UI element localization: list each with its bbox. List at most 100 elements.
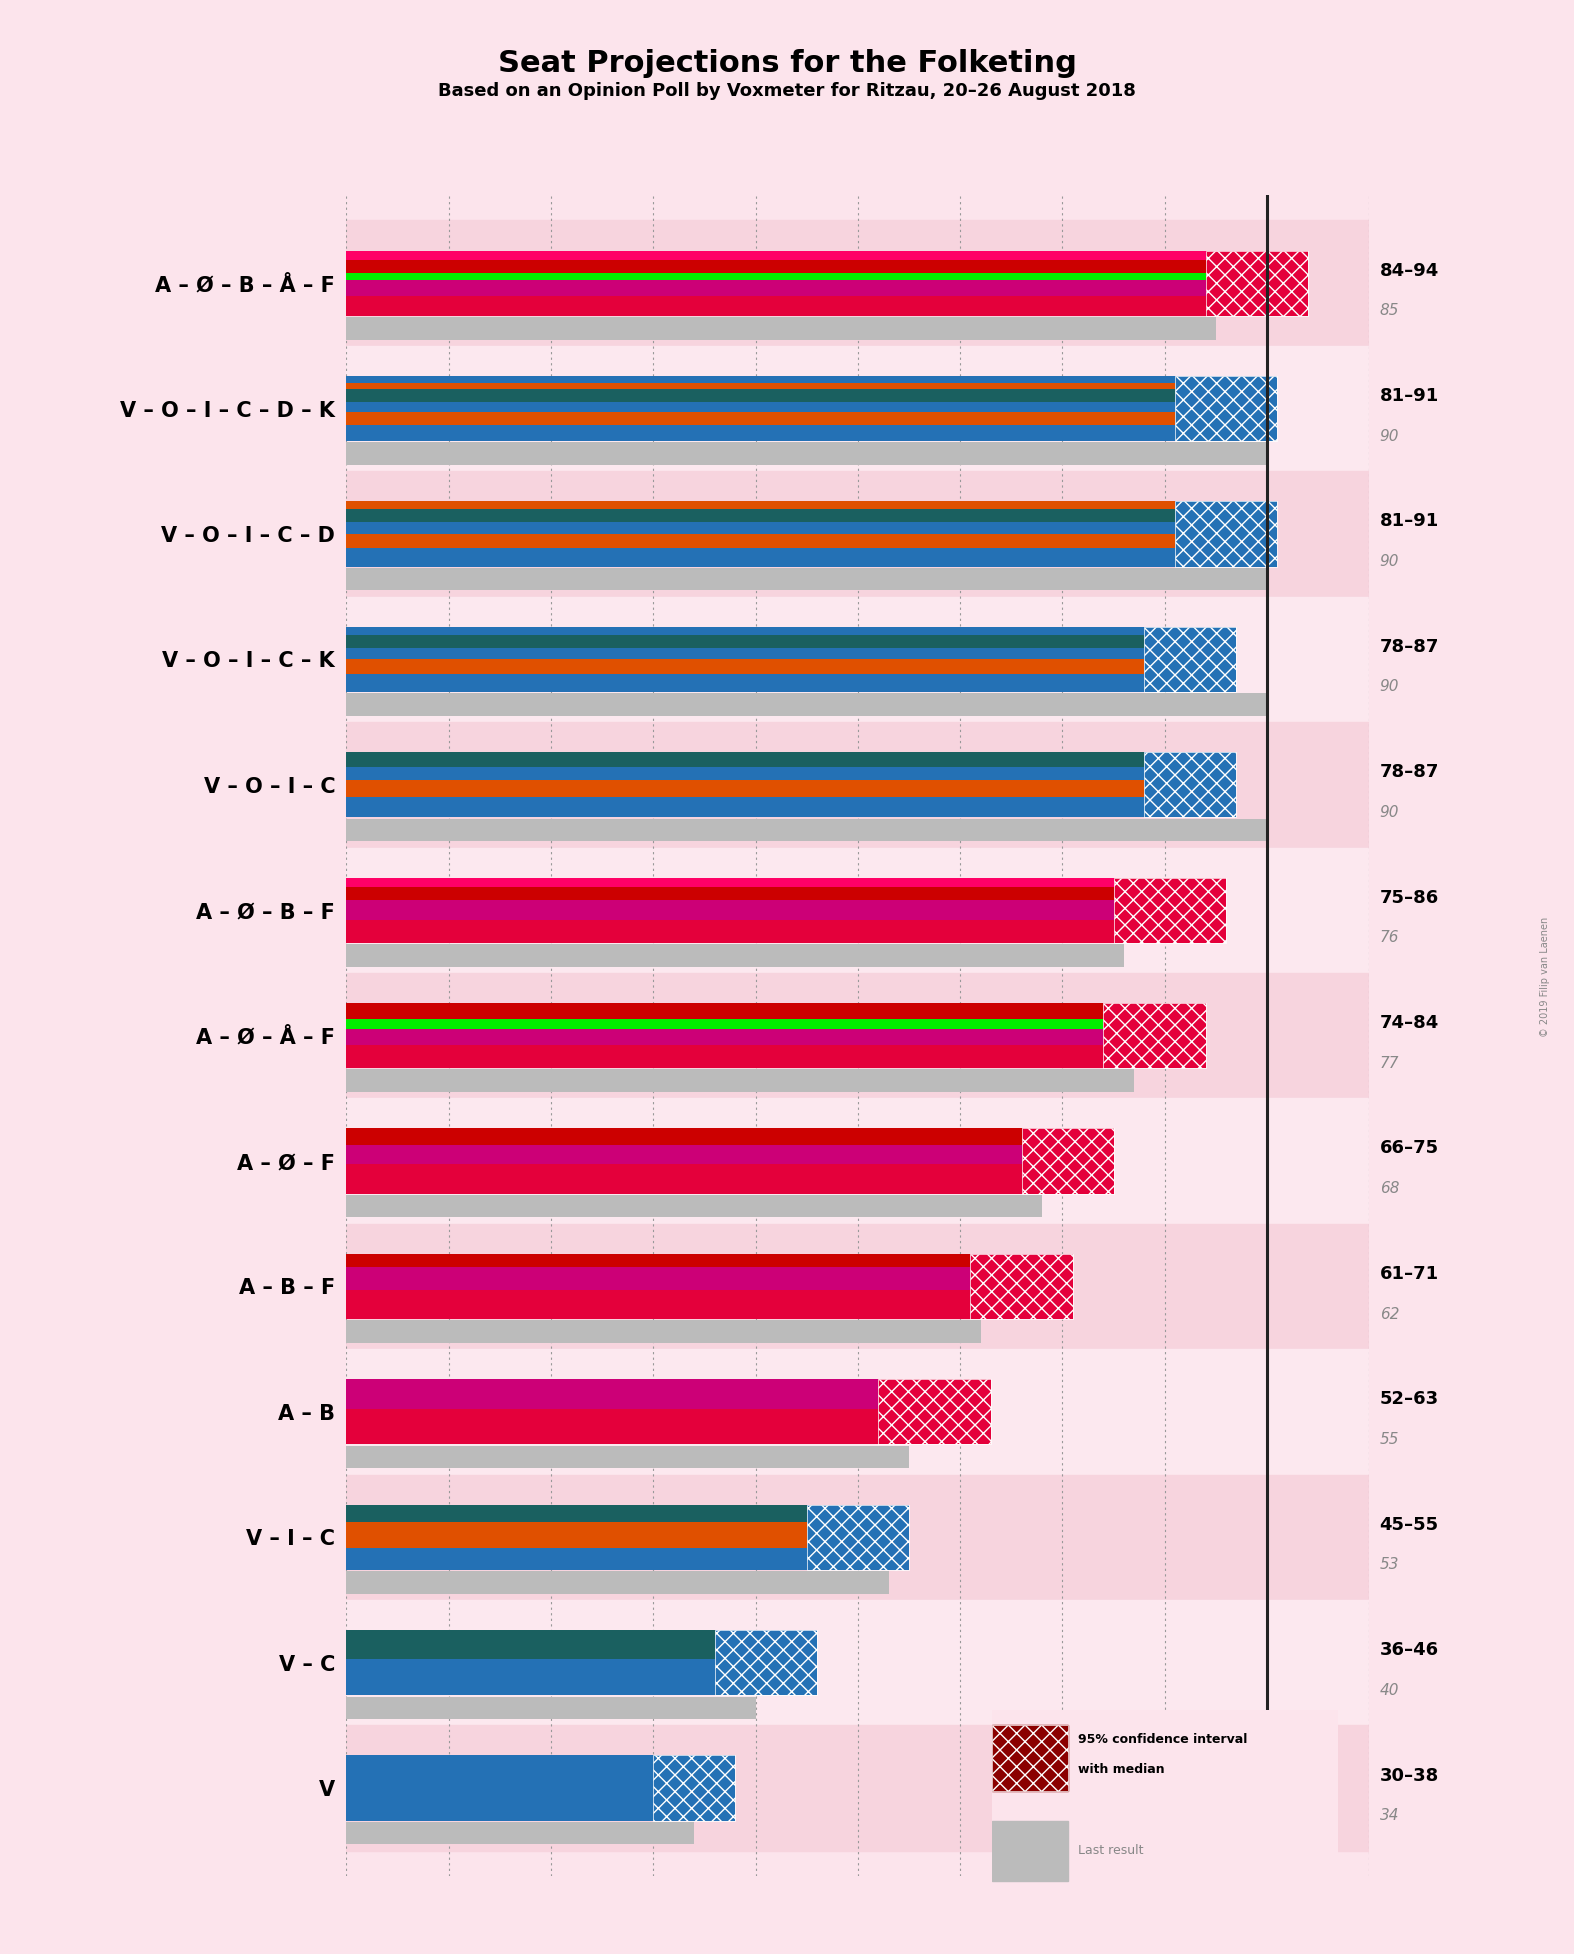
Bar bbox=[346, 502, 1174, 510]
Bar bbox=[346, 766, 1144, 780]
Bar bbox=[346, 1348, 1369, 1475]
Bar bbox=[346, 635, 1144, 647]
Bar bbox=[715, 1630, 817, 1696]
Text: 34: 34 bbox=[1379, 1807, 1399, 1823]
Bar bbox=[1103, 1002, 1206, 1069]
Bar bbox=[346, 658, 1144, 674]
Bar bbox=[346, 279, 1206, 297]
Bar bbox=[346, 596, 1369, 723]
Bar bbox=[346, 1409, 878, 1444]
Bar bbox=[346, 1045, 1103, 1069]
Text: 30–38: 30–38 bbox=[1379, 1766, 1439, 1784]
Bar bbox=[346, 1098, 1369, 1223]
Text: 81–91: 81–91 bbox=[1379, 387, 1439, 404]
Bar bbox=[1144, 752, 1237, 817]
Bar bbox=[346, 250, 1206, 260]
Bar bbox=[346, 797, 1144, 817]
Bar bbox=[346, 674, 1144, 692]
Bar bbox=[346, 1548, 806, 1569]
Bar bbox=[346, 1254, 970, 1266]
Bar bbox=[346, 317, 1215, 340]
Bar bbox=[346, 920, 1114, 944]
Bar bbox=[346, 383, 1174, 389]
Bar bbox=[806, 1505, 910, 1569]
Text: 81–91: 81–91 bbox=[1379, 512, 1439, 530]
Bar bbox=[1144, 752, 1237, 817]
Text: 40: 40 bbox=[1379, 1682, 1399, 1698]
Bar bbox=[346, 1505, 806, 1522]
Text: 66–75: 66–75 bbox=[1379, 1139, 1439, 1157]
Bar bbox=[1103, 1002, 1206, 1069]
Bar bbox=[346, 346, 1369, 471]
Bar bbox=[346, 1571, 888, 1594]
Bar bbox=[346, 1165, 1022, 1194]
Bar bbox=[346, 260, 1206, 274]
Bar bbox=[878, 1380, 992, 1444]
Bar bbox=[346, 647, 1144, 658]
Bar bbox=[1144, 627, 1237, 692]
Bar bbox=[653, 1755, 735, 1821]
Bar bbox=[346, 1196, 1042, 1217]
Bar bbox=[346, 375, 1174, 383]
Text: 78–87: 78–87 bbox=[1379, 764, 1439, 782]
Bar bbox=[878, 1380, 992, 1444]
Bar bbox=[1114, 877, 1226, 944]
Text: 36–46: 36–46 bbox=[1379, 1641, 1439, 1659]
Bar bbox=[346, 533, 1174, 549]
Bar bbox=[346, 780, 1144, 797]
Bar bbox=[346, 694, 1267, 715]
Text: Seat Projections for the Folketing: Seat Projections for the Folketing bbox=[497, 49, 1077, 78]
Bar bbox=[346, 1002, 1103, 1020]
Bar bbox=[346, 723, 1369, 848]
Bar bbox=[346, 569, 1267, 590]
Text: 90: 90 bbox=[1379, 805, 1399, 821]
Bar bbox=[806, 1505, 910, 1569]
Bar bbox=[715, 1630, 817, 1696]
Bar bbox=[1174, 375, 1278, 442]
Bar bbox=[653, 1755, 735, 1821]
Bar bbox=[346, 424, 1174, 442]
Text: © 2019 Filip van Laenen: © 2019 Filip van Laenen bbox=[1541, 916, 1550, 1038]
Bar bbox=[346, 522, 1174, 533]
Bar bbox=[346, 389, 1174, 403]
Bar bbox=[970, 1254, 1073, 1319]
Bar bbox=[346, 1145, 1022, 1165]
Text: 78–87: 78–87 bbox=[1379, 637, 1439, 657]
Text: 90: 90 bbox=[1379, 680, 1399, 694]
Text: 53: 53 bbox=[1379, 1557, 1399, 1573]
Bar bbox=[346, 1696, 756, 1720]
Bar bbox=[346, 1069, 1133, 1092]
Bar bbox=[346, 1380, 878, 1409]
Text: 76: 76 bbox=[1379, 930, 1399, 946]
Bar bbox=[1206, 250, 1308, 317]
Bar bbox=[1022, 1127, 1114, 1194]
Bar bbox=[992, 1821, 1067, 1880]
Bar bbox=[1174, 502, 1278, 567]
Text: 62: 62 bbox=[1379, 1307, 1399, 1321]
Bar bbox=[346, 1266, 970, 1290]
Bar bbox=[346, 973, 1369, 1098]
Bar bbox=[346, 1725, 1369, 1850]
Text: 85: 85 bbox=[1379, 303, 1399, 319]
Bar bbox=[346, 1630, 715, 1659]
Text: 90: 90 bbox=[1379, 555, 1399, 569]
Bar bbox=[1206, 250, 1308, 317]
Bar bbox=[346, 1321, 981, 1342]
Bar bbox=[346, 442, 1267, 465]
Bar bbox=[346, 752, 1144, 766]
Text: 77: 77 bbox=[1379, 1055, 1399, 1071]
Bar bbox=[346, 403, 1174, 412]
Bar bbox=[346, 1446, 910, 1467]
Text: 55: 55 bbox=[1379, 1432, 1399, 1446]
Bar bbox=[346, 901, 1114, 920]
Bar bbox=[346, 848, 1369, 973]
Bar bbox=[346, 1290, 970, 1319]
Text: 95% confidence interval: 95% confidence interval bbox=[1078, 1733, 1248, 1747]
Text: 45–55: 45–55 bbox=[1379, 1516, 1439, 1534]
Bar bbox=[346, 1821, 694, 1845]
Bar bbox=[346, 297, 1206, 317]
Bar bbox=[1144, 627, 1237, 692]
Bar bbox=[346, 549, 1174, 567]
Bar bbox=[346, 877, 1114, 887]
Bar bbox=[346, 887, 1114, 901]
